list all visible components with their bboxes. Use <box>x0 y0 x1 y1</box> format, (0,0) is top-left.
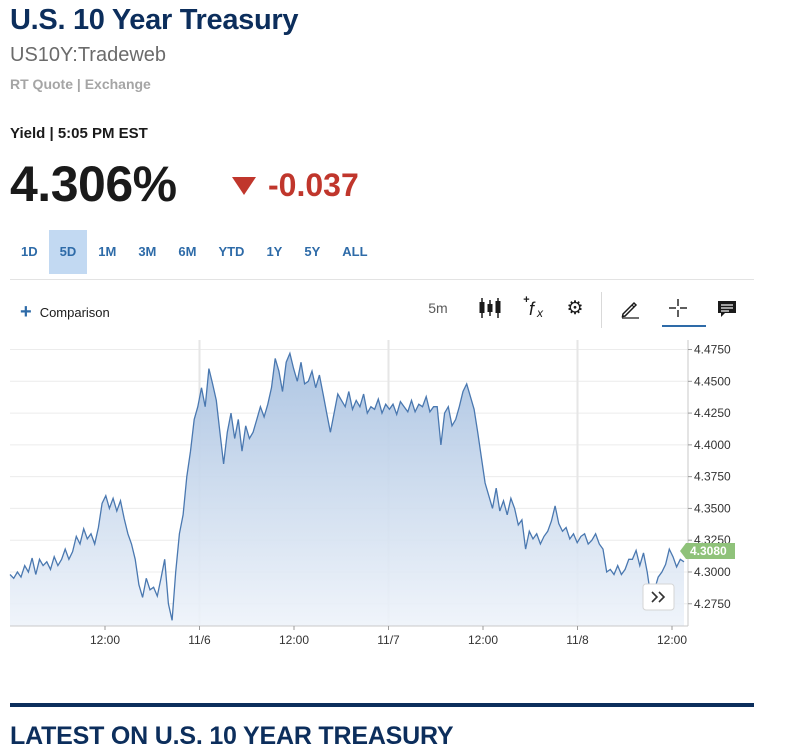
chart-area <box>10 353 684 626</box>
range-tab-5d[interactable]: 5D <box>48 230 88 274</box>
y-tick-label: 4.3500 <box>694 501 731 515</box>
range-tab-ytd[interactable]: YTD <box>218 244 245 259</box>
svg-text:+: + <box>523 295 530 306</box>
range-tab-all[interactable]: ALL <box>342 244 368 259</box>
toolbar-divider <box>601 292 602 328</box>
price-change-value: -0.037 <box>268 167 359 203</box>
y-tick-label: 4.2750 <box>694 597 731 611</box>
y-tick-label: 4.4500 <box>694 374 731 388</box>
quote-source-label: RT Quote | Exchange <box>10 76 151 92</box>
svg-text:f: f <box>529 299 536 319</box>
chart-svg: 4.47504.45004.42504.40004.37504.35004.32… <box>9 340 735 647</box>
y-tick-label: 4.4250 <box>694 406 731 420</box>
comment-icon[interactable] <box>712 292 742 324</box>
x-tick-label: 11/7 <box>377 633 400 647</box>
interval-selector[interactable]: 5m <box>428 300 448 316</box>
x-tick-label: 12:00 <box>657 633 687 647</box>
x-tick-label: 11/6 <box>188 633 211 647</box>
range-tab-6m[interactable]: 6M <box>178 244 197 259</box>
active-tool-indicator <box>662 325 706 327</box>
divider <box>10 279 754 280</box>
plus-icon: + <box>20 301 32 323</box>
last-value-badge: 4.3080 <box>680 543 735 559</box>
symbol-label: US10Y:Tradeweb <box>10 44 167 66</box>
latest-heading: LATEST ON U.S. 10 YEAR TREASURY <box>10 722 454 750</box>
gear-icon[interactable]: ⚙ <box>566 297 584 319</box>
y-tick-label: 4.4000 <box>694 438 731 452</box>
price-chart[interactable]: 4.4750 4.4500 4.4250 4.4000 4.3750 4.3500 4.32… <box>0 330 760 660</box>
y-tick-label: 4.4750 <box>694 343 731 357</box>
range-tab-1y[interactable]: 1Y <box>266 244 283 259</box>
x-tick-label: 12:00 <box>279 633 309 647</box>
y-tick-label: 4.3000 <box>694 565 731 579</box>
yield-timestamp: Yield | 5:05 PM EST <box>10 125 148 142</box>
x-tick-label: 12:00 <box>90 633 120 647</box>
scroll-to-latest-button[interactable] <box>642 583 675 611</box>
comparison-button[interactable]: + Comparison <box>20 302 110 322</box>
down-triangle-icon <box>232 176 256 195</box>
chart-line <box>9 351 685 621</box>
page-title: U.S. 10 Year Treasury <box>10 4 299 36</box>
range-tab-1m[interactable]: 1M <box>98 244 117 259</box>
double-chevron-right-icon <box>651 591 666 603</box>
time-range-tabs: 1D 5D 1M 3M 6M YTD 1Y 5Y ALL <box>10 230 379 274</box>
range-tab-5y[interactable]: 5Y <box>304 244 321 259</box>
crosshair-icon[interactable] <box>662 292 694 324</box>
section-divider <box>10 703 754 707</box>
price-value: 4.306% <box>10 156 177 212</box>
range-tab-1d[interactable]: 1D <box>21 244 38 259</box>
x-tick-label: 12:00 <box>468 633 498 647</box>
price-change: -0.037 <box>232 167 359 204</box>
range-tab-3m[interactable]: 3M <box>138 244 157 259</box>
y-tick-label: 4.3750 <box>694 470 731 484</box>
last-value-label: 4.3080 <box>690 544 727 558</box>
comparison-label: Comparison <box>39 304 110 320</box>
candlestick-icon[interactable] <box>474 292 506 324</box>
svg-text:x: x <box>536 306 544 320</box>
x-tick-label: 11/8 <box>566 633 589 647</box>
fx-icon[interactable]: + f x <box>518 292 550 324</box>
pencil-icon[interactable] <box>614 292 646 324</box>
